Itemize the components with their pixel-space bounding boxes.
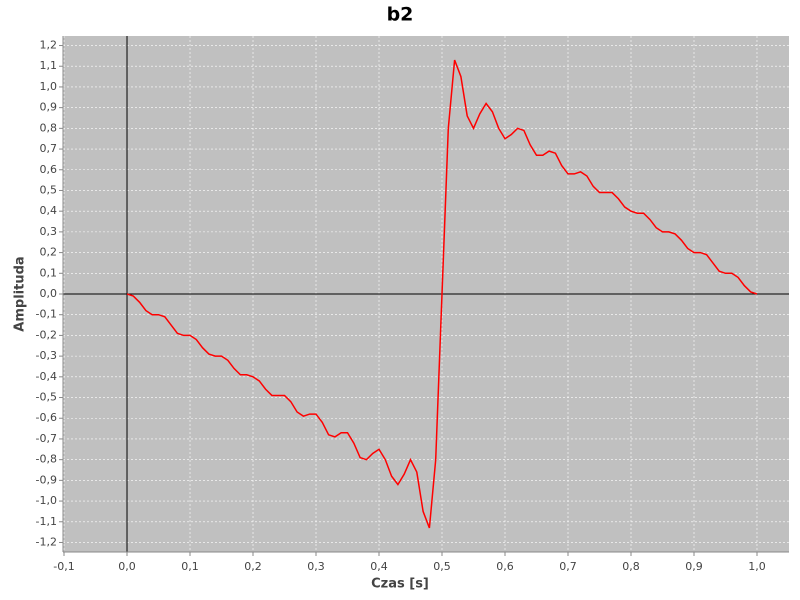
- x-tick-label: 0,7: [559, 560, 577, 573]
- x-tick-label: 0,0: [118, 560, 136, 573]
- x-tick-label: 1,0: [748, 560, 766, 573]
- y-tick-label: -0,2: [36, 328, 57, 341]
- y-tick-label: -0,7: [36, 432, 57, 445]
- y-tick-label: 0,9: [40, 101, 58, 114]
- y-tick-label: 1,0: [40, 80, 58, 93]
- y-tick-label: -1,0: [36, 494, 57, 507]
- y-tick-label: 0,5: [40, 183, 58, 196]
- x-axis-label: Czas [s]: [371, 577, 429, 592]
- data-line: [126, 59, 758, 529]
- y-tick-label: 0,2: [40, 246, 58, 259]
- x-tick-label: 0,8: [622, 560, 640, 573]
- y-tick-label: -0,6: [36, 411, 57, 424]
- y-axis-label: Amplituda: [13, 256, 28, 331]
- y-tick-label: -0,8: [36, 453, 57, 466]
- y-tick-label: 1,1: [40, 59, 58, 72]
- y-tick-label: -1,2: [36, 535, 57, 548]
- y-tick-label: 1,2: [40, 39, 58, 52]
- y-tick-label: 0,1: [40, 266, 58, 279]
- y-tick-label: 0,4: [40, 204, 58, 217]
- y-tick-label: -0,4: [36, 370, 57, 383]
- x-tick-label: 0,9: [685, 560, 703, 573]
- y-tick-label: -0,5: [36, 391, 57, 404]
- y-tick-label: 0,8: [40, 121, 58, 134]
- x-tick-label: 0,2: [244, 560, 262, 573]
- chart-title: b2: [387, 4, 414, 26]
- y-tick-label: -0,9: [36, 473, 57, 486]
- y-tick-label: -1,1: [36, 515, 57, 528]
- y-tick-label: 0,0: [40, 287, 58, 300]
- y-tick-label: -0,1: [36, 308, 57, 321]
- y-tick-label: 0,6: [40, 163, 58, 176]
- y-tick-label: 0,7: [40, 142, 58, 155]
- x-tick-label: -0,1: [53, 560, 74, 573]
- x-tick-label: 0,3: [307, 560, 325, 573]
- x-tick-label: 0,1: [181, 560, 199, 573]
- x-tick-label: 0,5: [433, 560, 451, 573]
- y-tick-label: 0,3: [40, 225, 58, 238]
- x-tick-label: 0,4: [370, 560, 388, 573]
- y-tick-label: -0,3: [36, 349, 57, 362]
- x-tick-label: 0,6: [496, 560, 514, 573]
